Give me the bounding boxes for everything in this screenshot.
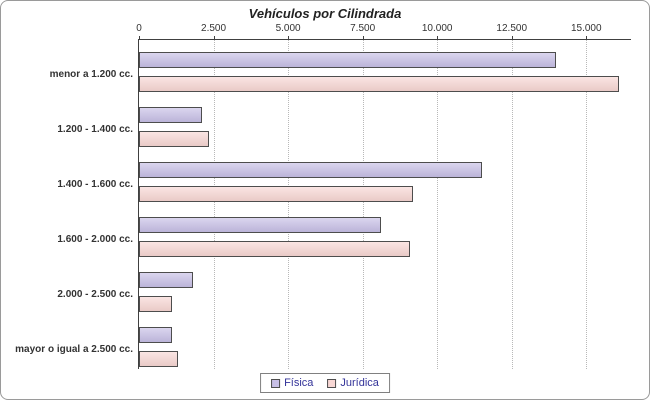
gridline <box>437 40 439 369</box>
bar-juridica <box>139 76 620 92</box>
category-label: menor a 1.200 cc. <box>49 68 133 80</box>
category-label: 2.000 - 2.500 cc. <box>57 288 133 300</box>
bar-juridica <box>139 351 178 367</box>
bar-fisica <box>139 272 193 288</box>
x-tick-label: 15.000 <box>570 23 602 34</box>
x-tick-label: 5.000 <box>275 23 301 34</box>
legend-item-juridica: Jurídica <box>327 377 379 389</box>
category-label: 1.600 - 2.000 cc. <box>57 233 133 245</box>
plot-area: 0 2.500 5.000 7.500 10.000 12.500 15.000 <box>136 23 631 369</box>
bar-fisica <box>139 217 381 233</box>
bar-juridica <box>139 186 414 202</box>
bar-fisica <box>139 107 202 123</box>
chart-title: Vehículos por Cilindrada <box>248 6 402 21</box>
x-tick-mark <box>139 36 140 40</box>
category-label: mayor o igual a 2.500 cc. <box>15 343 133 355</box>
bar-juridica <box>139 296 172 312</box>
legend-item-fisica: Física <box>271 377 313 389</box>
x-tick-label: 0 <box>136 23 142 34</box>
x-tick-label: 10.000 <box>421 23 453 34</box>
gridline <box>362 40 364 369</box>
x-tick-mark <box>586 36 588 40</box>
gridline <box>288 40 290 369</box>
bar-juridica <box>139 131 210 147</box>
bar-fisica <box>139 162 482 178</box>
gridline <box>511 40 513 369</box>
gridline <box>586 40 588 369</box>
legend-swatch-juridica <box>327 378 337 388</box>
x-tick-mark <box>511 36 513 40</box>
legend-label: Jurídica <box>340 377 379 389</box>
x-tick-mark <box>213 36 215 40</box>
gridline <box>213 40 215 369</box>
x-tick-label: 2.500 <box>201 23 227 34</box>
category-label: 1.200 - 1.400 cc. <box>57 123 133 135</box>
bar-juridica <box>139 241 411 257</box>
x-tick-label: 12.500 <box>496 23 528 34</box>
category-label: 1.400 - 1.600 cc. <box>57 178 133 190</box>
x-tick-mark <box>437 36 439 40</box>
legend-label: Física <box>284 377 314 389</box>
legend: Física Jurídica <box>260 373 390 393</box>
bar-fisica <box>139 52 557 68</box>
bar-fisica <box>139 327 172 343</box>
x-tick-mark <box>362 36 364 40</box>
x-tick-label: 7.500 <box>350 23 376 34</box>
legend-swatch-fisica <box>271 378 281 388</box>
x-tick-mark <box>288 36 290 40</box>
